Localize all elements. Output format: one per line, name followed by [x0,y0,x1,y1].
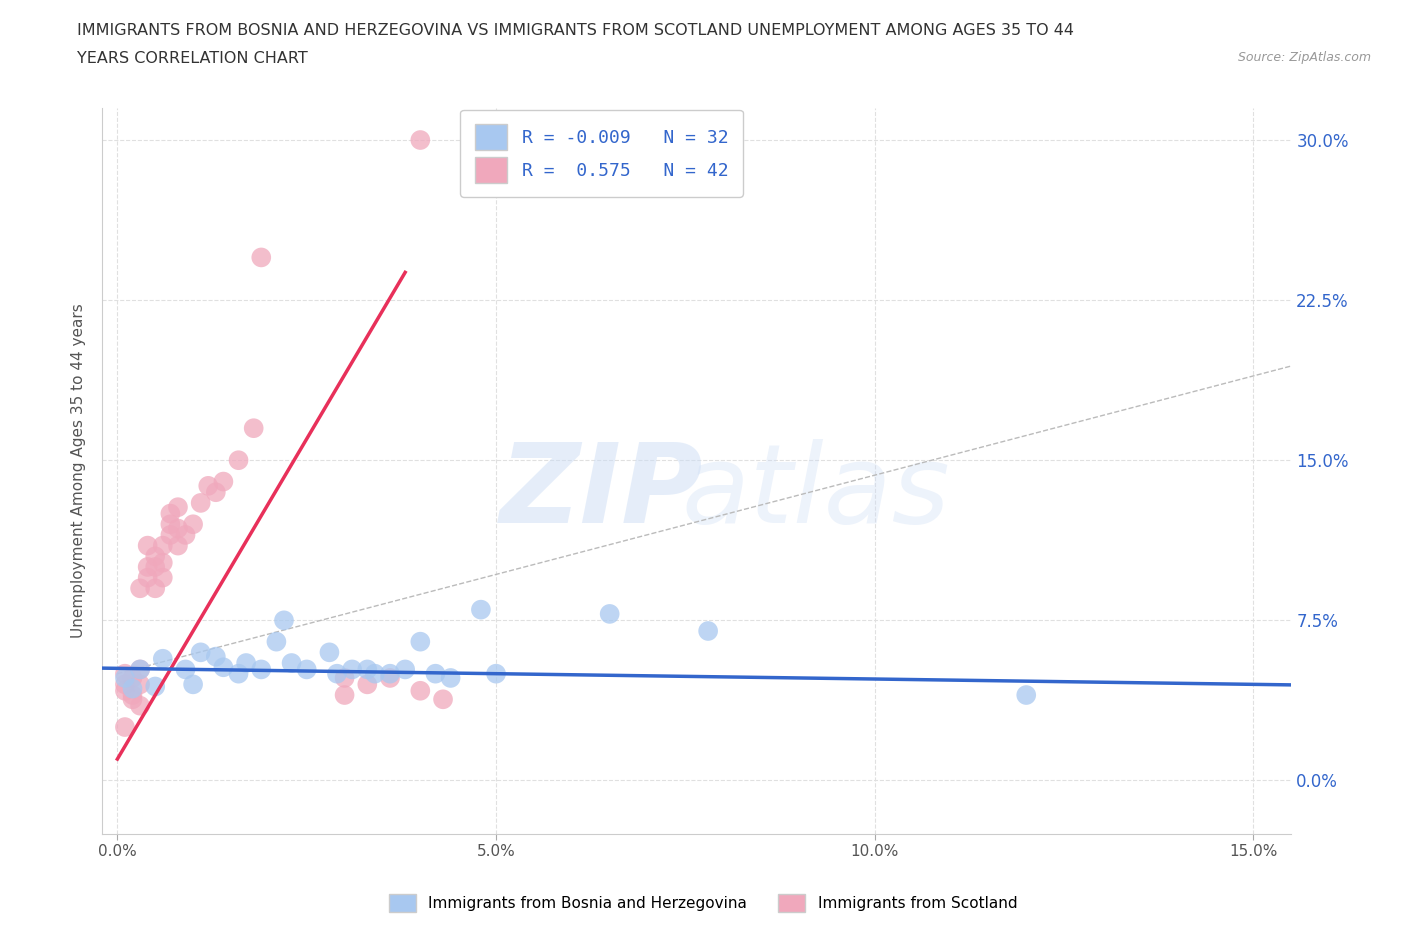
Point [181,517,204,532]
Point [121,687,143,702]
Point [485,666,508,681]
Point [114,720,136,735]
Point [378,671,401,685]
Point [250,662,273,677]
Point [167,521,190,536]
Point [378,666,401,681]
Point [152,555,174,570]
Point [129,662,152,677]
Point [409,684,432,698]
Point [212,660,235,675]
Point [190,644,212,659]
Point [129,662,152,677]
Point [318,644,340,659]
Point [181,677,204,692]
Point [174,662,197,677]
Point [159,517,181,532]
Point [1015,687,1038,702]
Point [143,560,166,575]
Point [364,666,387,681]
Point [114,677,136,692]
Point [167,499,190,514]
Point [136,570,159,585]
Point [152,538,174,553]
Point [228,453,250,468]
Point [266,634,288,649]
Point [114,666,136,681]
Point [121,671,143,685]
Point [143,581,166,596]
Text: Source: ZipAtlas.com: Source: ZipAtlas.com [1237,51,1371,64]
Point [129,581,152,596]
Point [129,698,152,713]
Point [197,478,219,493]
Point [159,527,181,542]
Point [356,662,378,677]
Point [143,549,166,564]
Point [190,496,212,511]
Point [432,692,454,707]
Point [152,570,174,585]
Legend: Immigrants from Bosnia and Herzegovina, Immigrants from Scotland: Immigrants from Bosnia and Herzegovina, … [382,888,1024,918]
Point [356,677,378,692]
Point [152,651,174,666]
Point [326,666,349,681]
Point [205,649,228,664]
Point [470,603,492,618]
Text: atlas: atlas [682,439,950,546]
Point [159,506,181,521]
Point [174,527,197,542]
Point [333,671,356,685]
Point [136,538,159,553]
Point [205,485,228,499]
Text: YEARS CORRELATION CHART: YEARS CORRELATION CHART [77,51,308,66]
Point [129,677,152,692]
Point [697,623,720,638]
Point [242,420,264,435]
Point [228,666,250,681]
Point [340,662,363,677]
Point [167,538,190,553]
Point [425,666,447,681]
Legend: R = -0.009   N = 32, R =  0.575   N = 42: R = -0.009 N = 32, R = 0.575 N = 42 [460,110,742,197]
Point [439,671,461,685]
Point [333,687,356,702]
Point [409,133,432,148]
Point [121,692,143,707]
Point [114,684,136,698]
Point [114,671,136,685]
Point [143,679,166,694]
Text: ZIP: ZIP [501,439,703,546]
Point [273,613,295,628]
Point [280,656,302,671]
Y-axis label: Unemployment Among Ages 35 to 44 years: Unemployment Among Ages 35 to 44 years [72,303,86,638]
Point [235,656,257,671]
Point [136,560,159,575]
Point [212,474,235,489]
Point [394,662,416,677]
Point [295,662,318,677]
Point [121,681,143,696]
Point [250,250,273,265]
Point [599,606,621,621]
Text: IMMIGRANTS FROM BOSNIA AND HERZEGOVINA VS IMMIGRANTS FROM SCOTLAND UNEMPLOYMENT : IMMIGRANTS FROM BOSNIA AND HERZEGOVINA V… [77,23,1074,38]
Point [409,634,432,649]
